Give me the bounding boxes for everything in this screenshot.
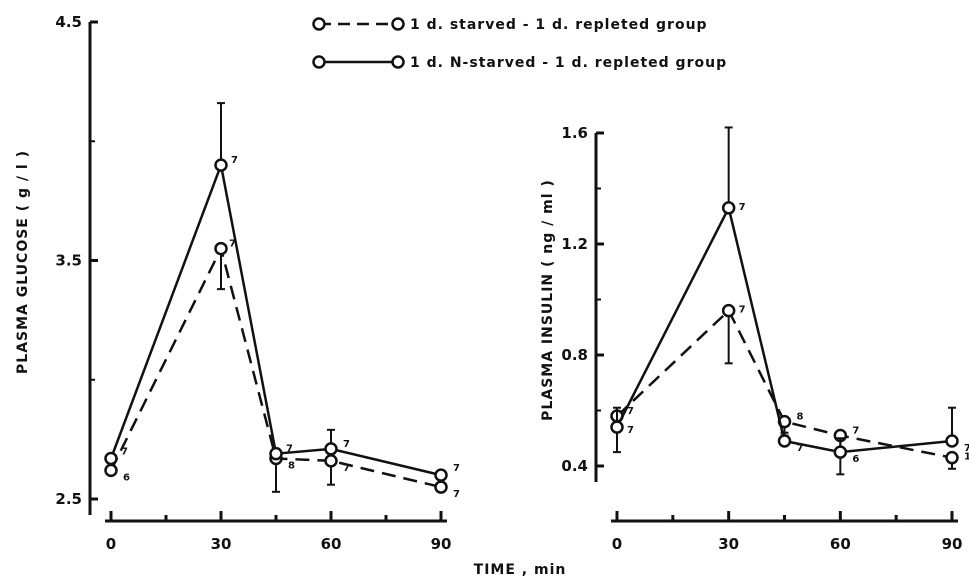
panel1-series1-n-label: 6 [123,472,130,483]
panel2-y-tick-label: 1.6 [561,124,588,142]
panel1-series2-n-label: 7 [121,446,128,457]
panel2-y-axis-label: PLASMA INSULIN ( ng / ml ) [540,179,556,421]
panel2-series2-point [610,420,624,434]
panel2-series2-n-label: 7 [739,202,746,213]
panel2-x-tick-label: 30 [718,535,739,553]
panel1-series1-n-label: 8 [288,460,295,471]
panel2-series1-point [945,450,959,465]
panel1-y-tick-label: 3.5 [55,252,82,270]
panel1-series2-n-label: 7 [343,439,350,450]
panel2-series1-n-label: 8 [797,412,804,423]
panel2-series2-n-label: 7 [797,443,804,454]
panel2-y-tick-label: 1.2 [561,235,588,253]
legend-label-2: 1 d. N-starved - 1 d. repleted group [410,55,727,71]
panel2-x-tick-label: 0 [612,535,622,553]
panel2-y-tick-label: 0.8 [561,346,588,364]
legend-label-1: 1 d. starved - 1 d. repleted group [410,17,708,33]
panel2-y-tick-label: 0.4 [561,457,588,475]
panel1-series2-point [214,158,228,172]
panel2-x-tick-label: 60 [830,535,851,553]
panel1-series1-point [324,454,338,468]
panel1-y-axis-label: PLASMA GLUCOSE ( g / l ) [15,150,31,374]
panel2-x-tick-label: 90 [942,535,963,553]
panel2-series2-n-label: 7 [964,443,969,454]
panel2-series2-point [833,445,848,459]
panel2-series1-n-label: 7 [739,305,746,316]
panel1-series2-point [269,446,283,461]
panel2-series1-n-label: 1 [964,452,969,463]
panel1-x-tick-label: 90 [431,535,452,553]
panel2-series2-point [721,201,736,215]
panel1-x-tick-label: 30 [211,535,232,553]
panel1-series2-line [109,160,442,477]
panel1-series2-n-label: 7 [286,444,293,455]
panel1-series1-n-label: 7 [453,489,460,500]
panel1-series2-point [104,451,118,466]
panel1-series1-point [104,463,118,478]
panel1-series1-n-label: 7 [343,463,350,474]
panel2-series2-point [945,434,959,448]
panel1-series2-point [324,442,338,456]
panel1-series1-point [214,241,228,256]
legend-marker-2 [391,55,405,69]
panel2-series2-n-label: 7 [627,425,634,436]
legend-marker-1 [312,17,326,31]
panel1-series2-n-label: 7 [453,463,460,474]
x-axis-label: TIME , min [474,562,567,578]
panel1-series1-n-label: 7 [229,239,236,250]
legend-marker-1 [391,17,405,31]
panel2-series1-n-label: 7 [852,425,859,436]
panel1-x-tick-label: 0 [106,535,116,553]
panel1-series1-point [434,480,448,494]
panel2-series2-point [777,434,792,448]
panel1-y-tick-label: 4.5 [55,13,82,31]
panel1-series2-n-label: 7 [231,155,238,166]
panel1-y-tick-label: 2.5 [55,490,82,508]
panel2-series1-n-label: 7 [627,406,634,417]
panel2-series2-n-label: 6 [852,454,859,465]
legend-marker-2 [312,55,326,69]
panel1-x-tick-label: 60 [321,535,342,553]
panel1-series2-point [434,468,448,482]
panel2-series1-point [721,303,736,318]
